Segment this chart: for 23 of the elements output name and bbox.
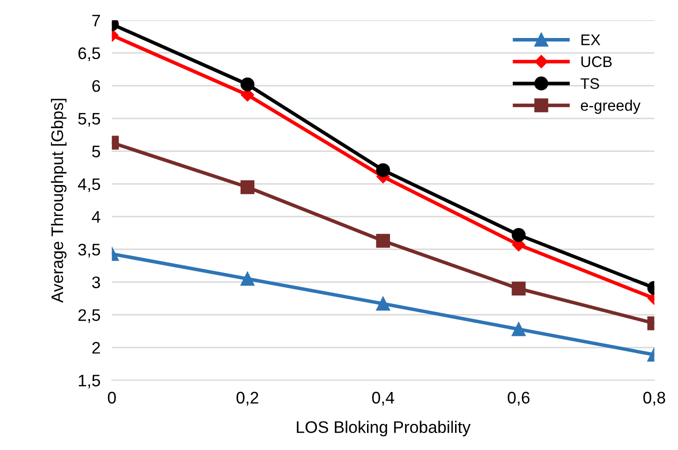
legend-label: EX	[581, 34, 600, 46]
y-tick-label: 5,5	[78, 113, 100, 127]
x-axis-title: LOS Bloking Probability	[296, 420, 471, 436]
y-axis-title: Average Throughput [Gbps]	[50, 98, 66, 303]
y-tick-label: 4	[92, 211, 100, 223]
y-tick-label: 3	[92, 276, 100, 288]
x-tick-label: 0,2	[236, 392, 258, 406]
legend-label: e-greedy	[580, 100, 640, 114]
y-tick-label: 3,5	[78, 244, 100, 258]
y-tick-label: 7	[92, 14, 100, 26]
x-tick-label: 0,8	[643, 392, 666, 406]
x-tick-label: 0,6	[508, 392, 530, 406]
y-tick-label: 2	[92, 342, 100, 354]
x-tick-label: 0,4	[372, 392, 394, 406]
x-tick-label: 0	[108, 392, 116, 404]
y-tick-label: 1,5	[78, 374, 100, 388]
legend-label: TS	[580, 78, 600, 89]
y-tick-label: 2,5	[78, 309, 100, 323]
legend-label: UCB	[581, 56, 612, 68]
y-tick-label: 6,5	[78, 47, 100, 62]
y-tick-label: 4,5	[78, 178, 100, 192]
y-tick-label: 6	[92, 80, 100, 92]
y-tick-label: 5	[92, 146, 100, 158]
